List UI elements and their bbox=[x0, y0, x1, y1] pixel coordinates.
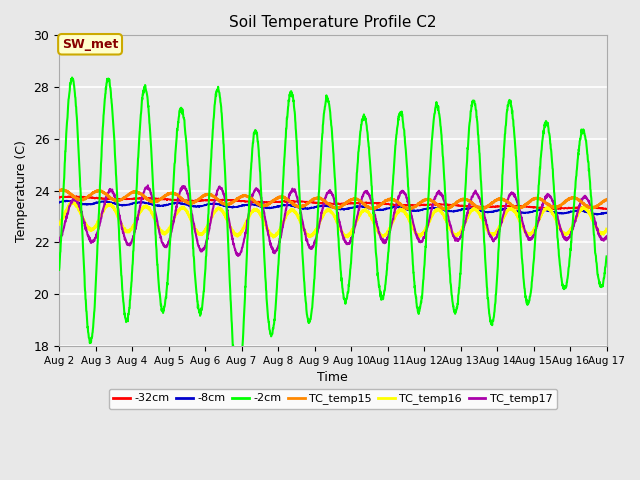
Legend: -32cm, -8cm, -2cm, TC_temp15, TC_temp16, TC_temp17: -32cm, -8cm, -2cm, TC_temp15, TC_temp16,… bbox=[109, 389, 557, 409]
Y-axis label: Temperature (C): Temperature (C) bbox=[15, 140, 28, 241]
X-axis label: Time: Time bbox=[317, 372, 348, 384]
Title: Soil Temperature Profile C2: Soil Temperature Profile C2 bbox=[229, 15, 436, 30]
Text: SW_met: SW_met bbox=[62, 38, 118, 51]
